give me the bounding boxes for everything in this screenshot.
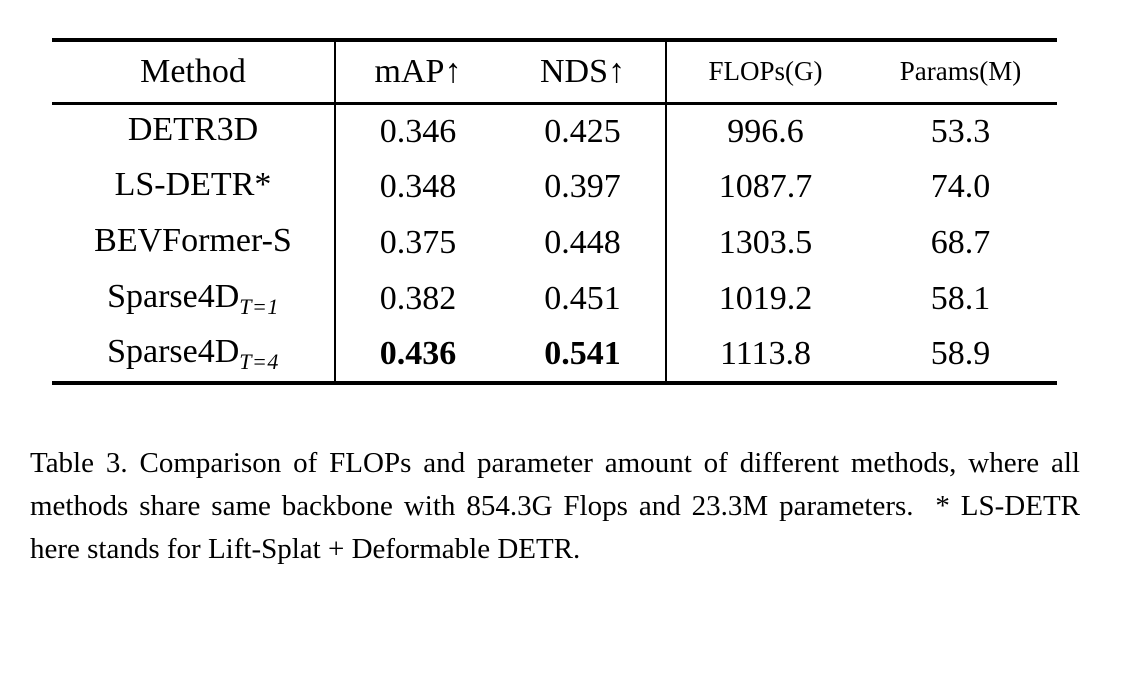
method-cell: DETR3D bbox=[52, 103, 336, 159]
table-row: LS-DETR* 0.348 0.397 1087.7 74.0 bbox=[52, 159, 1057, 215]
table-body: DETR3D 0.346 0.425 996.6 53.3 LS-DETR* 0… bbox=[52, 103, 1057, 383]
results-table: Method mAP↑ NDS↑ FLOPs(G) Params(M) DETR… bbox=[52, 38, 1057, 385]
params-value: 58.9 bbox=[930, 335, 991, 372]
map-value: 0.346 bbox=[379, 112, 457, 150]
method-cell: BEVFormer-S bbox=[52, 215, 336, 271]
header-cell-params: Params(M) bbox=[864, 40, 1057, 105]
table-header: Method mAP↑ NDS↑ FLOPs(G) Params(M) bbox=[52, 40, 1057, 105]
nds-value: 0.448 bbox=[500, 215, 667, 271]
method-name: Sparse4D bbox=[107, 333, 240, 370]
table-header-row: Method mAP↑ NDS↑ FLOPs(G) Params(M) bbox=[52, 40, 1057, 105]
header-cell-map: mAP↑ bbox=[335, 40, 500, 105]
nds-value: 0.397 bbox=[500, 159, 667, 215]
method-cell: Sparse4DT=1 bbox=[52, 271, 336, 327]
table-row: Sparse4DT=4 0.436 0.541 1113.8 58.9 bbox=[52, 327, 1057, 383]
params-value: 74.0 bbox=[930, 168, 991, 205]
params-value: 58.1 bbox=[930, 280, 991, 317]
map-value: 0.436 bbox=[379, 335, 457, 372]
method-cell: LS-DETR* bbox=[52, 159, 336, 215]
header-cell-method: Method bbox=[52, 40, 336, 105]
table-row: DETR3D 0.346 0.425 996.6 53.3 bbox=[52, 103, 1057, 159]
flops-value: 1087.7 bbox=[718, 168, 813, 205]
params-value: 53.3 bbox=[930, 112, 991, 150]
nds-value: 0.541 bbox=[500, 327, 667, 383]
flops-value: 996.6 bbox=[727, 112, 804, 150]
method-name: Sparse4D bbox=[107, 278, 240, 315]
map-value: 0.382 bbox=[379, 280, 457, 317]
method-subscript: T=4 bbox=[239, 349, 279, 374]
table-row: Sparse4DT=1 0.382 0.451 1019.2 58.1 bbox=[52, 271, 1057, 327]
header-cell-flops: FLOPs(G) bbox=[666, 40, 864, 105]
method-cell: Sparse4DT=4 bbox=[52, 327, 336, 383]
table-row: BEVFormer-S 0.375 0.448 1303.5 68.7 bbox=[52, 215, 1057, 271]
method-name: LS-DETR* bbox=[114, 166, 272, 203]
flops-value: 1113.8 bbox=[720, 335, 811, 372]
method-name: BEVFormer-S bbox=[94, 222, 292, 259]
method-name: DETR3D bbox=[127, 110, 259, 148]
nds-value: 0.451 bbox=[500, 271, 667, 327]
nds-value: 0.425 bbox=[500, 103, 667, 159]
method-subscript: T=1 bbox=[239, 294, 279, 319]
map-value: 0.375 bbox=[379, 224, 457, 261]
flops-value: 1303.5 bbox=[718, 224, 813, 261]
flops-value: 1019.2 bbox=[718, 280, 813, 317]
table-caption: Table 3. Comparison of FLOPs and paramet… bbox=[30, 447, 1080, 565]
params-value: 68.7 bbox=[930, 224, 991, 261]
map-value: 0.348 bbox=[379, 168, 457, 205]
header-cell-nds: NDS↑ bbox=[500, 40, 667, 105]
